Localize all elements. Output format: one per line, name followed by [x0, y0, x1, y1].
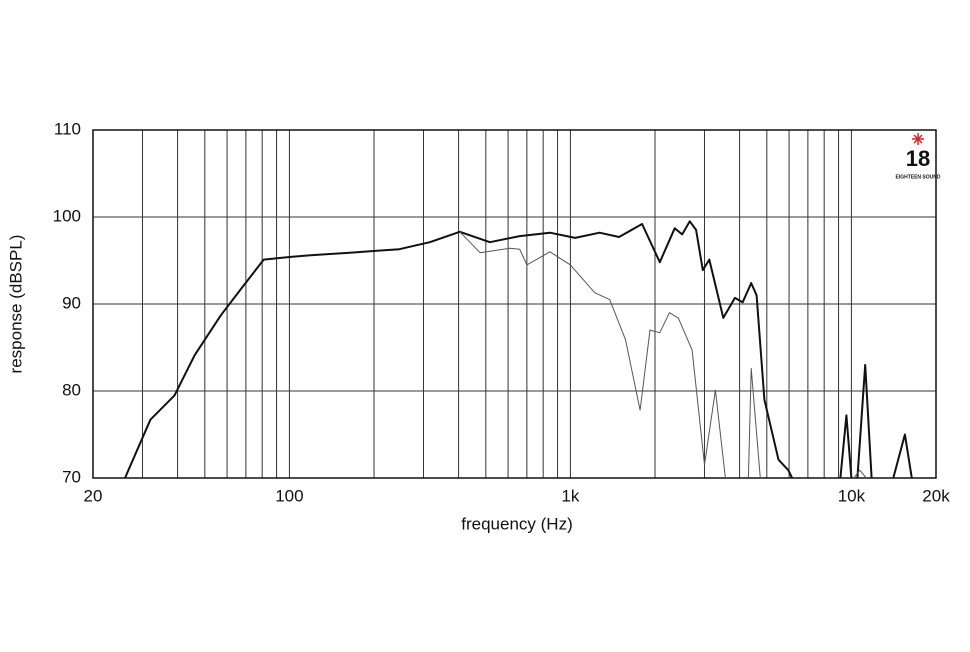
y-tick-label: 70 [62, 467, 81, 486]
x-tick-label: 20 [84, 486, 103, 505]
x-tick-label: 10k [838, 486, 866, 505]
plot-frame [92, 129, 937, 479]
y-tick-label: 80 [62, 380, 81, 399]
x-tick-label: 20k [922, 486, 950, 505]
x-tick-label: 100 [275, 486, 303, 505]
response-line [459, 231, 867, 479]
x-axis-label: frequency (Hz) [461, 514, 572, 533]
y-tick-label: 100 [53, 206, 81, 225]
y-axis-label: response (dBSPL) [6, 235, 25, 374]
logo-star [912, 133, 924, 145]
logo-subtitle: EIGHTEEN SOUND [895, 174, 940, 180]
response-line [124, 220, 913, 479]
x-tick-label: 1k [561, 486, 579, 505]
y-tick-label: 90 [62, 293, 81, 312]
logo: 18 EIGHTEEN SOUND [895, 133, 941, 180]
y-tick-label: 110 [54, 119, 81, 138]
logo-text: 18 [906, 146, 930, 171]
